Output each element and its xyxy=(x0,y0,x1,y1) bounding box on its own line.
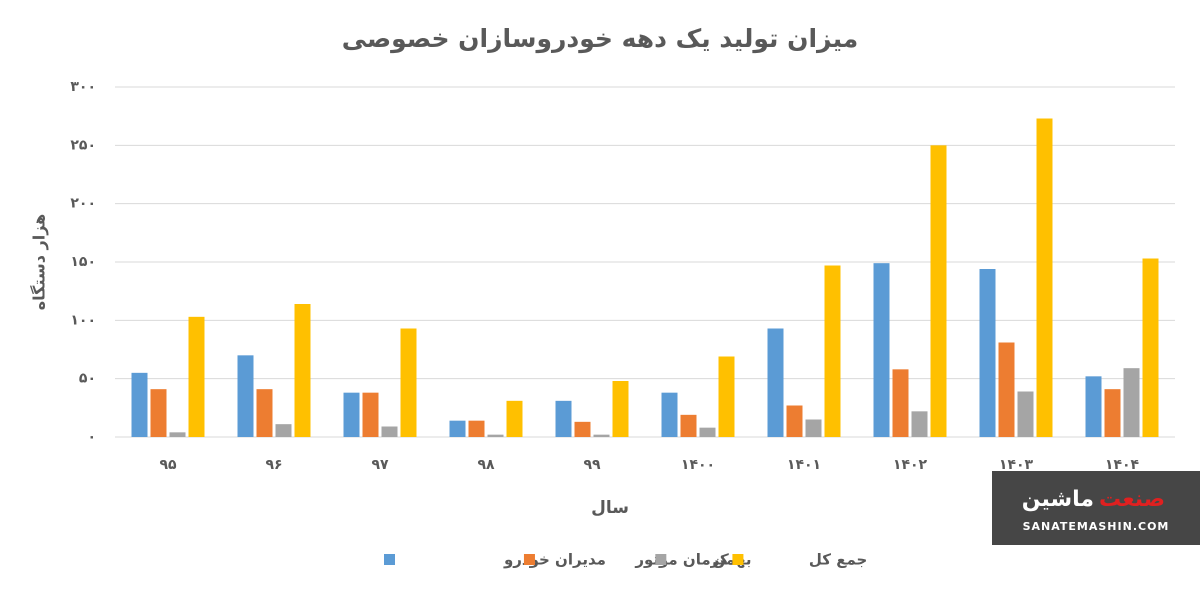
legend-label: مدیران خودرو xyxy=(503,551,606,569)
bar xyxy=(169,432,186,437)
bar xyxy=(593,434,610,437)
y-tick-label: ۵۰ xyxy=(79,371,96,387)
bar xyxy=(237,355,254,437)
legend-swatch xyxy=(384,554,395,565)
x-tick-label: ۹۷ xyxy=(371,457,389,473)
y-tick-label: ۰ xyxy=(87,429,96,445)
watermark-brand: صنعت xyxy=(1099,487,1165,512)
x-tick-label: ۹۵ xyxy=(159,457,177,473)
bar xyxy=(400,328,417,437)
legend-label: جمع کل xyxy=(809,551,867,569)
bar xyxy=(574,421,591,437)
legend-label: بهمن xyxy=(712,551,751,569)
bar xyxy=(661,392,678,437)
x-tick-label: ۱۴۰۱ xyxy=(787,457,821,473)
bar xyxy=(1017,391,1034,437)
bar xyxy=(979,269,996,437)
x-tick-label: ۹۸ xyxy=(477,457,495,473)
bar xyxy=(487,434,504,437)
legend-swatch xyxy=(655,554,667,565)
x-tick-label: ۹۹ xyxy=(583,457,601,473)
watermark-box xyxy=(992,471,1200,545)
bar xyxy=(911,411,928,437)
bar xyxy=(275,424,292,437)
bar xyxy=(1085,376,1102,437)
y-tick-label: ۲۵۰ xyxy=(70,137,96,153)
bar xyxy=(612,381,629,437)
bar xyxy=(805,419,822,437)
bar xyxy=(1123,368,1140,437)
x-tick-label: ۱۴۰۴ xyxy=(1105,457,1140,473)
x-tick-label: ۹۶ xyxy=(265,457,282,473)
bar xyxy=(555,400,572,437)
bar xyxy=(343,392,360,437)
bar xyxy=(786,405,803,437)
bar xyxy=(873,263,890,437)
bar xyxy=(718,356,735,437)
chart-title: میزان تولید یک دهه خودروسازان خصوصی xyxy=(342,24,859,54)
bar xyxy=(188,316,205,437)
y-tick-label: ۳۰۰ xyxy=(70,79,96,95)
bar xyxy=(767,328,784,437)
x-tick-label: ۱۴۰۲ xyxy=(893,457,928,473)
x-axis-label: سال xyxy=(591,498,629,518)
bar xyxy=(892,369,909,437)
watermark-site: SANATEMASHIN.COM xyxy=(1023,520,1170,533)
bar xyxy=(449,420,466,437)
bar xyxy=(1036,118,1053,437)
x-tick-label: ۱۴۰۳ xyxy=(999,457,1034,473)
y-tick-label: ۱۵۰ xyxy=(70,254,96,270)
bar xyxy=(998,342,1015,437)
bar xyxy=(256,389,273,437)
bar xyxy=(506,400,523,437)
watermark: صنعت ماشین SANATEMASHIN.COM xyxy=(992,471,1200,545)
legend-swatch xyxy=(523,554,535,565)
bar xyxy=(468,420,485,437)
bar xyxy=(294,304,311,437)
bar xyxy=(1104,389,1121,437)
bar xyxy=(699,427,716,437)
bar xyxy=(1142,258,1159,437)
legend-swatch xyxy=(732,554,744,565)
bar xyxy=(930,145,947,438)
bar xyxy=(824,265,841,437)
bar xyxy=(362,392,379,437)
bar xyxy=(680,414,697,437)
bar xyxy=(150,389,167,437)
bar xyxy=(381,426,398,437)
watermark-brand: ماشین xyxy=(1022,487,1094,512)
y-tick-label: ۱۰۰ xyxy=(70,312,96,328)
y-tick-label: ۲۰۰ xyxy=(70,196,96,212)
y-axis-label: هزار دستگاه xyxy=(30,214,49,311)
bar xyxy=(131,372,148,437)
x-tick-label: ۱۴۰۰ xyxy=(681,457,715,473)
